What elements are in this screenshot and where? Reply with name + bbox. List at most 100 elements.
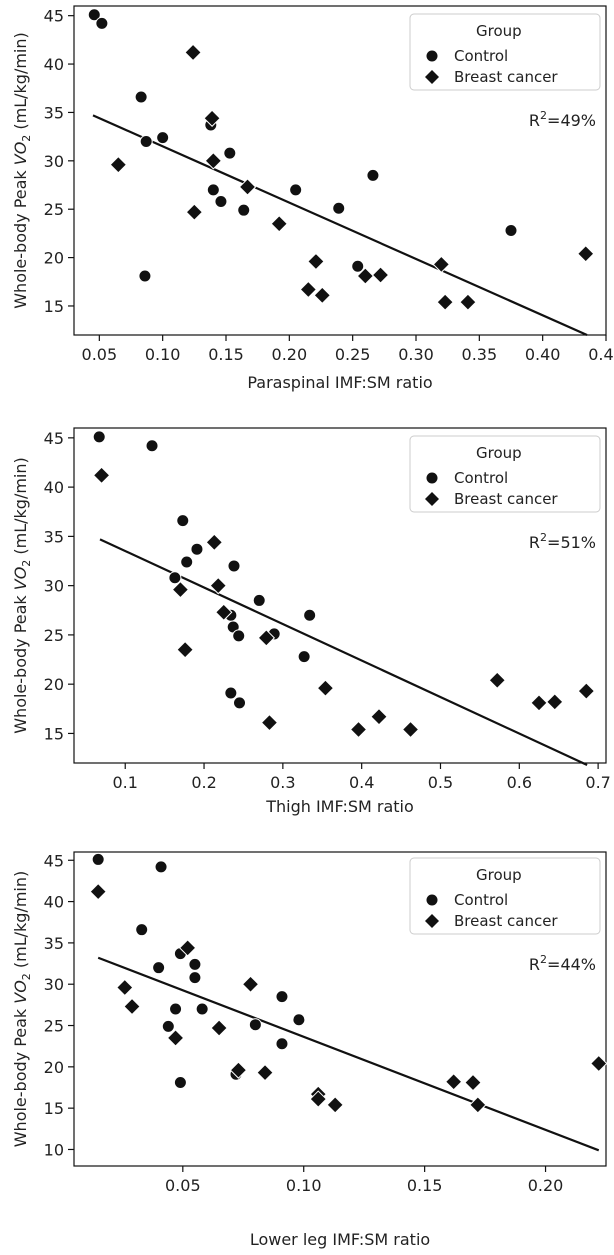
y-tick-label: 35 — [44, 103, 64, 122]
breast-cancer-point — [209, 576, 227, 595]
y-axis-label: Whole-body Peak VO2 (mL/kg/min) — [11, 32, 33, 309]
plot-frame — [73, 5, 607, 336]
breast-cancer-point — [459, 293, 477, 311]
breast-cancer-point — [184, 43, 202, 62]
r-squared-label: R2=49% — [529, 109, 596, 130]
y-tick-label: 20 — [44, 249, 64, 268]
y-tick-label: 30 — [44, 152, 64, 171]
control-point — [169, 1002, 183, 1016]
r-squared-label: R2=51% — [529, 531, 596, 552]
breast-cancer-point — [238, 178, 257, 196]
y-tick-label: 45 — [44, 429, 64, 448]
y-tick-label: 15 — [44, 1099, 64, 1118]
y-tick-label: 25 — [44, 1017, 64, 1036]
control-point — [139, 134, 153, 148]
breast-cancer-point — [92, 466, 111, 485]
breast-cancer-point — [577, 245, 595, 263]
breast-cancer-point — [257, 629, 276, 647]
x-tick-label: 0.2 — [191, 773, 216, 792]
legend-box — [409, 435, 601, 513]
regression-line — [92, 114, 588, 337]
control-point — [156, 131, 170, 145]
plot-frame — [73, 851, 607, 1167]
breast-cancer-point — [546, 693, 564, 711]
x-tick-label: 0.25 — [335, 345, 371, 364]
control-point — [190, 542, 204, 556]
legend-cancer-marker — [425, 914, 439, 928]
x-tick-label: 0.5 — [428, 773, 453, 792]
breast-cancer-point — [185, 203, 204, 221]
legend-control-marker — [426, 50, 438, 62]
breast-cancer-point — [109, 155, 128, 174]
y-axis-label: Whole-body Peak VO2 (mL/kg/min) — [11, 457, 33, 734]
legend-cancer-marker — [425, 492, 439, 506]
x-axis-label: Thigh IMF:SM ratio — [265, 797, 414, 816]
control-point — [161, 1019, 175, 1033]
control-point — [289, 183, 303, 197]
x-tick-label: 0.05 — [82, 345, 118, 364]
control-point — [135, 923, 149, 937]
control-point — [275, 990, 289, 1004]
control-point — [232, 629, 246, 643]
breast-cancer-point — [166, 1029, 185, 1047]
legend-cancer-label: Breast cancer — [454, 68, 558, 86]
breast-cancer-point — [307, 252, 325, 271]
control-point — [297, 650, 311, 664]
y-tick-label: 40 — [44, 893, 64, 912]
x-tick-label: 0.45 — [588, 345, 614, 364]
breast-cancer-point — [590, 1054, 608, 1073]
x-tick-label: 0.40 — [525, 345, 561, 364]
legend-box — [409, 857, 601, 935]
x-tick-label: 0.7 — [585, 773, 610, 792]
x-tick-label: 0.10 — [286, 1176, 322, 1195]
control-point — [252, 593, 266, 607]
plot-frame — [73, 427, 607, 764]
breast-cancer-point — [203, 109, 221, 127]
breast-cancer-point — [176, 640, 194, 659]
breast-cancer-point — [401, 720, 420, 739]
control-point — [91, 852, 105, 866]
control-point — [138, 269, 152, 283]
legend-cancer-label: Breast cancer — [454, 912, 558, 930]
y-tick-label: 30 — [44, 975, 64, 994]
scatter-chart-lower-leg: 0.05 0.10 0.15 0.20 10 15 20 25 30 35 40 45 Lower le… — [11, 851, 608, 1249]
x-axis-label: Lower leg IMF:SM ratio — [250, 1230, 430, 1249]
breast-cancer-point — [309, 1090, 327, 1108]
breast-cancer-point — [229, 1061, 248, 1079]
r-squared-label: R2=44% — [529, 953, 596, 974]
breast-cancer-point — [488, 671, 506, 689]
legend-control-label: Control — [454, 891, 508, 909]
breast-cancer-point — [299, 280, 318, 299]
control-point — [134, 90, 148, 104]
y-tick-label: 25 — [44, 626, 64, 645]
y-tick-label: 45 — [44, 851, 64, 870]
breast-cancer-point — [241, 975, 260, 993]
control-point — [95, 16, 109, 30]
chart-panel-lower-leg: 0.05 0.10 0.15 0.20 10 15 20 25 30 35 40 45 Lower le… — [0, 838, 614, 1255]
y-tick-label: 30 — [44, 577, 64, 596]
legend-cancer-marker — [425, 70, 439, 84]
x-tick-label: 0.15 — [407, 1176, 443, 1195]
x-tick-label: 0.20 — [528, 1176, 564, 1195]
legend-box — [409, 13, 601, 91]
breast-cancer-point — [436, 293, 454, 311]
control-point — [87, 8, 101, 22]
control-point — [188, 957, 202, 971]
control-point — [275, 1037, 289, 1051]
scatter-chart-thigh: 0.1 0.2 0.3 0.4 0.5 0.6 0.7 15 20 25 30 35 40 45 Thigh… — [11, 427, 611, 816]
control-point — [188, 971, 202, 985]
x-tick-label: 0.20 — [272, 345, 308, 364]
breast-cancer-point — [530, 694, 548, 712]
x-axis-label: Paraspinal IMF:SM ratio — [247, 373, 432, 392]
control-point — [92, 430, 106, 444]
control-point — [206, 183, 220, 197]
breast-cancer-point — [171, 580, 190, 599]
breast-cancer-point — [123, 997, 141, 1016]
control-point — [351, 259, 365, 273]
breast-cancer-point — [577, 682, 596, 700]
control-point — [214, 194, 228, 208]
control-point — [237, 203, 251, 217]
regression-line — [97, 956, 600, 1152]
legend-control-label: Control — [454, 47, 508, 65]
breast-cancer-point — [469, 1096, 487, 1114]
